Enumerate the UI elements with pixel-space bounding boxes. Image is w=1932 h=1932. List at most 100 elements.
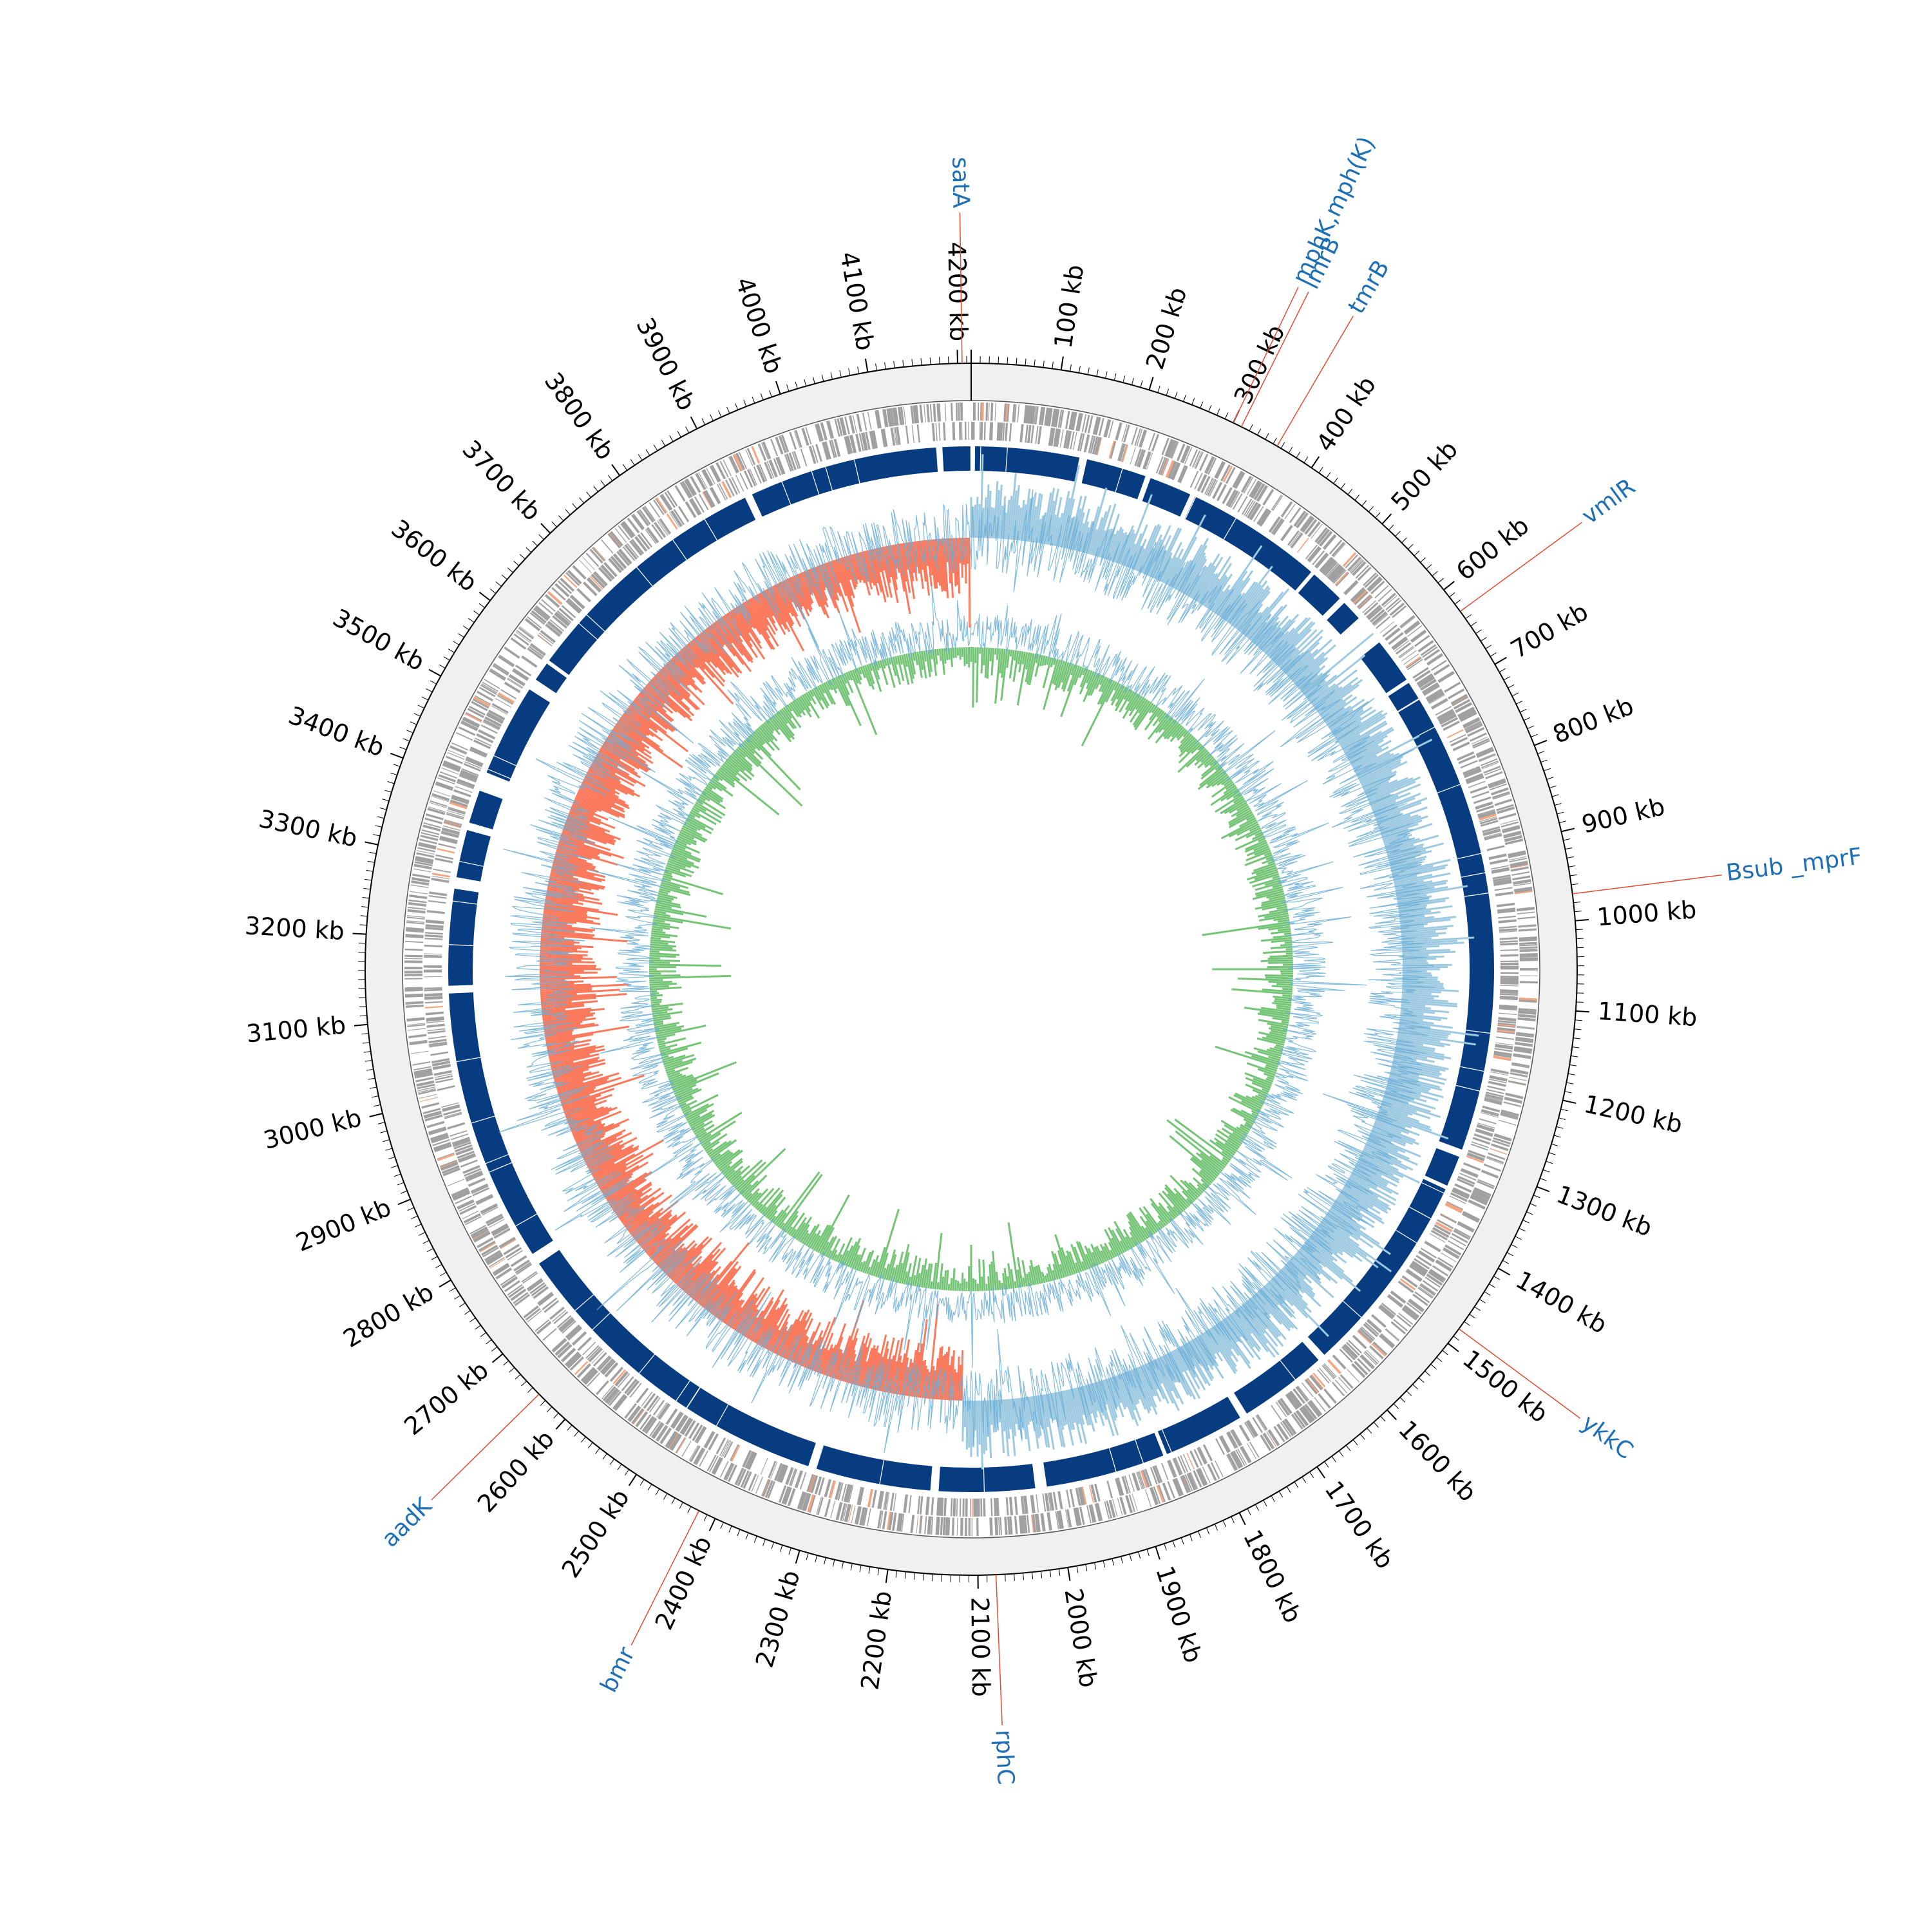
gc-bar [1349, 1174, 1397, 1202]
feature-mark [980, 1498, 983, 1517]
skew-bar [1227, 1139, 1240, 1148]
skew-bar [659, 886, 691, 896]
feature-mark [1453, 1187, 1470, 1196]
feature-mark [1094, 1483, 1101, 1502]
feature-mark [1493, 1137, 1511, 1145]
feature-mark [839, 417, 846, 436]
skew-bar [718, 768, 735, 782]
gc-bar [1300, 672, 1323, 692]
feature-mark [419, 1094, 437, 1099]
feature-mark [514, 1294, 531, 1307]
feature-mark [1414, 1291, 1430, 1303]
gc-bar [1024, 498, 1032, 542]
gc-bar [603, 742, 649, 772]
feature-mark [1496, 1036, 1515, 1040]
gc-bar [1053, 1392, 1066, 1448]
skew-bar [1258, 914, 1289, 922]
skew-bar [1233, 795, 1244, 804]
skew-bar [1070, 664, 1076, 676]
feature-mark [896, 1513, 902, 1531]
skew-bar [683, 823, 697, 832]
skew-bar [718, 1150, 743, 1170]
feature-mark [665, 1431, 676, 1447]
gc-bar [1361, 770, 1392, 787]
feature-mark [1372, 1314, 1387, 1327]
skew-bar [650, 998, 663, 1002]
gc-bar [1053, 516, 1061, 546]
gc-bar [1323, 696, 1358, 721]
contig-block [549, 497, 756, 675]
gc-bar [806, 569, 826, 615]
feature-mark [651, 524, 663, 540]
feature-mark [630, 540, 642, 556]
feature-mark [1390, 1291, 1406, 1304]
gc-bar [1189, 562, 1213, 599]
gc-bar [1402, 983, 1444, 987]
feature-mark [1143, 451, 1152, 469]
feature-mark [1503, 830, 1522, 837]
feature-mark [699, 1450, 709, 1467]
skew-bar [1168, 1211, 1176, 1220]
gc-bar [1320, 1220, 1392, 1273]
feature-mark [1481, 1110, 1499, 1117]
skew-bar [1244, 854, 1273, 866]
feature-mark [413, 864, 432, 870]
feature-mark [658, 1403, 670, 1420]
feature-mark [1035, 406, 1039, 424]
feature-mark [1473, 1133, 1492, 1141]
feature-mark [441, 767, 459, 775]
feature-mark [891, 408, 895, 426]
feature-mark [426, 1016, 444, 1021]
feature-mark [1284, 504, 1296, 520]
gc-bar [542, 918, 577, 924]
skew-bar [1251, 1055, 1280, 1066]
feature-mark [730, 1444, 741, 1462]
skew-bar [672, 1079, 697, 1091]
feature-mark [550, 1307, 565, 1320]
skew-bar [1246, 869, 1278, 881]
feature-mark [1059, 410, 1064, 428]
skew-bar [663, 873, 673, 878]
skew-bar [1236, 1126, 1249, 1135]
feature-mark [959, 1498, 961, 1517]
skew-bar [1124, 692, 1137, 710]
feature-mark [625, 544, 638, 560]
gc-bar [599, 1165, 639, 1190]
feature-mark [1381, 592, 1396, 607]
gc-bar [540, 971, 598, 974]
feature-mark [1463, 766, 1481, 775]
gc-bar [1334, 709, 1376, 737]
feature-mark [513, 633, 529, 646]
skew-bar [1129, 694, 1141, 712]
feature-mark [446, 813, 464, 820]
feature-mark [582, 1341, 596, 1356]
gc-bar [864, 550, 876, 586]
feature-mark [887, 408, 893, 427]
feature-mark [456, 732, 473, 741]
feature-mark [778, 1485, 787, 1503]
feature-mark [1048, 1493, 1052, 1511]
feature-mark [408, 902, 426, 907]
feature-mark [556, 610, 572, 623]
gc-bar [1318, 1224, 1379, 1269]
skew-bar [1213, 1137, 1236, 1154]
feature-mark [464, 712, 482, 723]
skew-bar [1222, 1157, 1230, 1163]
gc-bar [1088, 529, 1098, 555]
feature-mark [1144, 1489, 1151, 1507]
skew-bar [961, 1273, 964, 1291]
feature-mark [478, 687, 496, 697]
feature-mark [1352, 590, 1368, 604]
feature-mark [1159, 457, 1168, 475]
feature-mark [442, 1168, 460, 1177]
feature-mark [1225, 467, 1236, 484]
feature-mark [1510, 861, 1528, 867]
feature-mark [636, 510, 650, 527]
skew-bar [972, 647, 974, 708]
gc-bar [777, 582, 802, 627]
skew-bar [786, 1226, 793, 1235]
feature-mark [1434, 1224, 1451, 1235]
feature-mark [1262, 1433, 1274, 1450]
skew-bar [696, 1131, 707, 1139]
gc-bar [587, 770, 634, 797]
